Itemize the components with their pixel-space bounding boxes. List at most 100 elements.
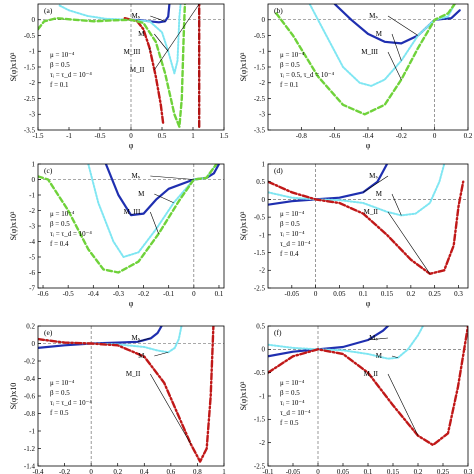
y-tick-label: -4 <box>29 238 35 246</box>
y-tick-label: -3.5 <box>254 126 266 134</box>
x-tick-label: 0.05 <box>337 468 350 474</box>
label-arrow <box>149 48 151 53</box>
y-tick-label: -0.5 <box>254 32 266 40</box>
x-tick-label: 0 <box>89 468 93 474</box>
param-text: τᵢ = 10⁻⁴ <box>280 399 305 407</box>
x-tick-label: -0.2 <box>138 290 150 298</box>
label-arrow <box>150 15 166 22</box>
param-text: τᵢ = 10⁻⁴ <box>280 230 305 238</box>
x-tick-label: 0.25 <box>437 468 450 474</box>
param-text: f = 0.4 <box>280 250 299 258</box>
curve-label: M <box>376 352 383 360</box>
curve-label: Mₛ <box>369 334 378 342</box>
x-tick-label: 0 <box>129 132 133 140</box>
y-tick-label: 0 <box>32 16 36 24</box>
y-tick-label: 0 <box>32 340 36 348</box>
y-tick-label: -3 <box>29 222 35 230</box>
label-arrow <box>150 175 194 180</box>
axes-frame <box>267 163 469 289</box>
x-tick-label: -0.6 <box>329 132 341 140</box>
param-text: τᵢ = 0.5, τ_d = 10⁻⁴ <box>280 71 335 79</box>
x-tick-label: 0.05 <box>333 290 346 298</box>
panel-d: -0.05 0 0.05 0.1 0.15 0.2 0.25 0.3 1 0.5 0 -0.5 -1 -1… <box>239 160 469 308</box>
panel-e: -0.4 -0.2 0 0.2 0.4 0.6 0.8 1 0.2 0 -0.2 -0.4 -0.6 -0… <box>9 322 226 474</box>
curve-label: M_II <box>126 370 141 378</box>
x-tick-label: 0.15 <box>381 290 394 298</box>
y-axis-label: S(φ)x10³ <box>239 52 248 81</box>
y-tick-label: -2 <box>29 79 35 87</box>
series-line-1 <box>308 4 456 87</box>
param-text: β = 0.5 <box>280 61 300 69</box>
series-group <box>268 164 465 275</box>
x-axis-label: φ <box>129 299 134 308</box>
series-line-1 <box>268 326 424 360</box>
curve-label: Mₛ <box>369 172 378 180</box>
y-tick-label: -1.2 <box>24 445 36 453</box>
label-arrow <box>154 351 169 357</box>
label-arrow <box>150 373 192 445</box>
label-arrow <box>391 355 399 359</box>
series-group <box>268 326 468 447</box>
x-tick-label: 0 <box>192 290 196 298</box>
y-tick-label: -3.5 <box>24 126 36 134</box>
y-tick-label: -0.8 <box>24 410 36 418</box>
panel-a: -1.5 -1 -0.5 0 0.5 1 1.5 0 -0.5 -1 -1.5 -2 -2.5 -3 -3.… <box>9 3 229 150</box>
param-text: f = 0.4 <box>50 240 69 248</box>
x-axis-label: φ <box>366 299 371 308</box>
y-tick-label: -1.5 <box>254 63 266 71</box>
param-text: β = 0.5 <box>50 61 70 69</box>
x-tick-label: 0.2 <box>464 132 473 140</box>
param-text: μ = 10⁻⁴ <box>50 51 75 59</box>
param-text: f = 0.5 <box>280 419 299 427</box>
x-tick-label: 0.1 <box>359 290 368 298</box>
y-tick-label: -0.4 <box>24 375 36 383</box>
curve-label: M_III <box>361 48 378 56</box>
curve-label: M <box>138 352 145 360</box>
y-tick-label: 0 <box>32 176 36 184</box>
param-text: f = 0.1 <box>50 81 69 89</box>
y-tick-label: 0.5 <box>256 322 265 330</box>
y-tick-label: -1 <box>259 392 265 400</box>
series-line-4 <box>38 4 187 128</box>
curve-label: M <box>376 190 383 198</box>
x-tick-label: 0.2 <box>406 290 415 298</box>
y-axis-label: S(φ)x10³ <box>9 211 18 240</box>
y-tick-label: 0.2 <box>26 322 35 330</box>
x-axis-label: φ <box>366 141 371 150</box>
series-line-2 <box>275 4 456 116</box>
x-tick-label: 0.5 <box>158 132 167 140</box>
panel-label: (c) <box>44 166 53 175</box>
x-tick-label: -1.5 <box>32 132 44 140</box>
series-line-0 <box>268 326 390 358</box>
label-arrow <box>387 15 419 36</box>
y-tick-label: -0.5 <box>24 32 36 40</box>
label-arrow <box>387 51 402 80</box>
label-arrow <box>387 373 419 436</box>
x-tick-label: -0.3 <box>113 290 125 298</box>
param-text: β = 0.5 <box>280 220 300 228</box>
param-text: τᵢ = τ_d = 10⁻⁴ <box>50 230 92 238</box>
y-tick-label: -6 <box>29 269 35 277</box>
x-tick-label: -0.4 <box>32 468 44 474</box>
panel-label: (a) <box>44 6 53 15</box>
series-line-1 <box>268 164 446 217</box>
y-tick-label: -5 <box>29 253 35 261</box>
param-text: τ_d = 10⁻⁴ <box>280 409 311 417</box>
y-tick-label: -0.5 <box>254 214 266 222</box>
x-tick-label: 0.2 <box>414 468 423 474</box>
curve-label: Mₛ <box>369 12 378 20</box>
x-tick-label: 0 <box>314 290 318 298</box>
x-tick-label: -1 <box>66 132 72 140</box>
param-text: β = 0.5 <box>50 220 70 228</box>
x-axis-label: φ <box>129 141 134 150</box>
y-tick-label: -2.5 <box>24 95 36 103</box>
y-tick-label: 0 <box>262 16 266 24</box>
y-tick-label: 0 <box>262 196 266 204</box>
x-tick-label: -0.2 <box>59 468 71 474</box>
series-line-2 <box>268 326 468 447</box>
curve-label: M_III <box>124 48 141 56</box>
label-arrow <box>137 337 151 343</box>
param-text: μ = 10⁻⁴ <box>50 379 75 387</box>
y-tick-label: -0.5 <box>254 369 266 377</box>
curve-label: M_II <box>364 208 379 216</box>
